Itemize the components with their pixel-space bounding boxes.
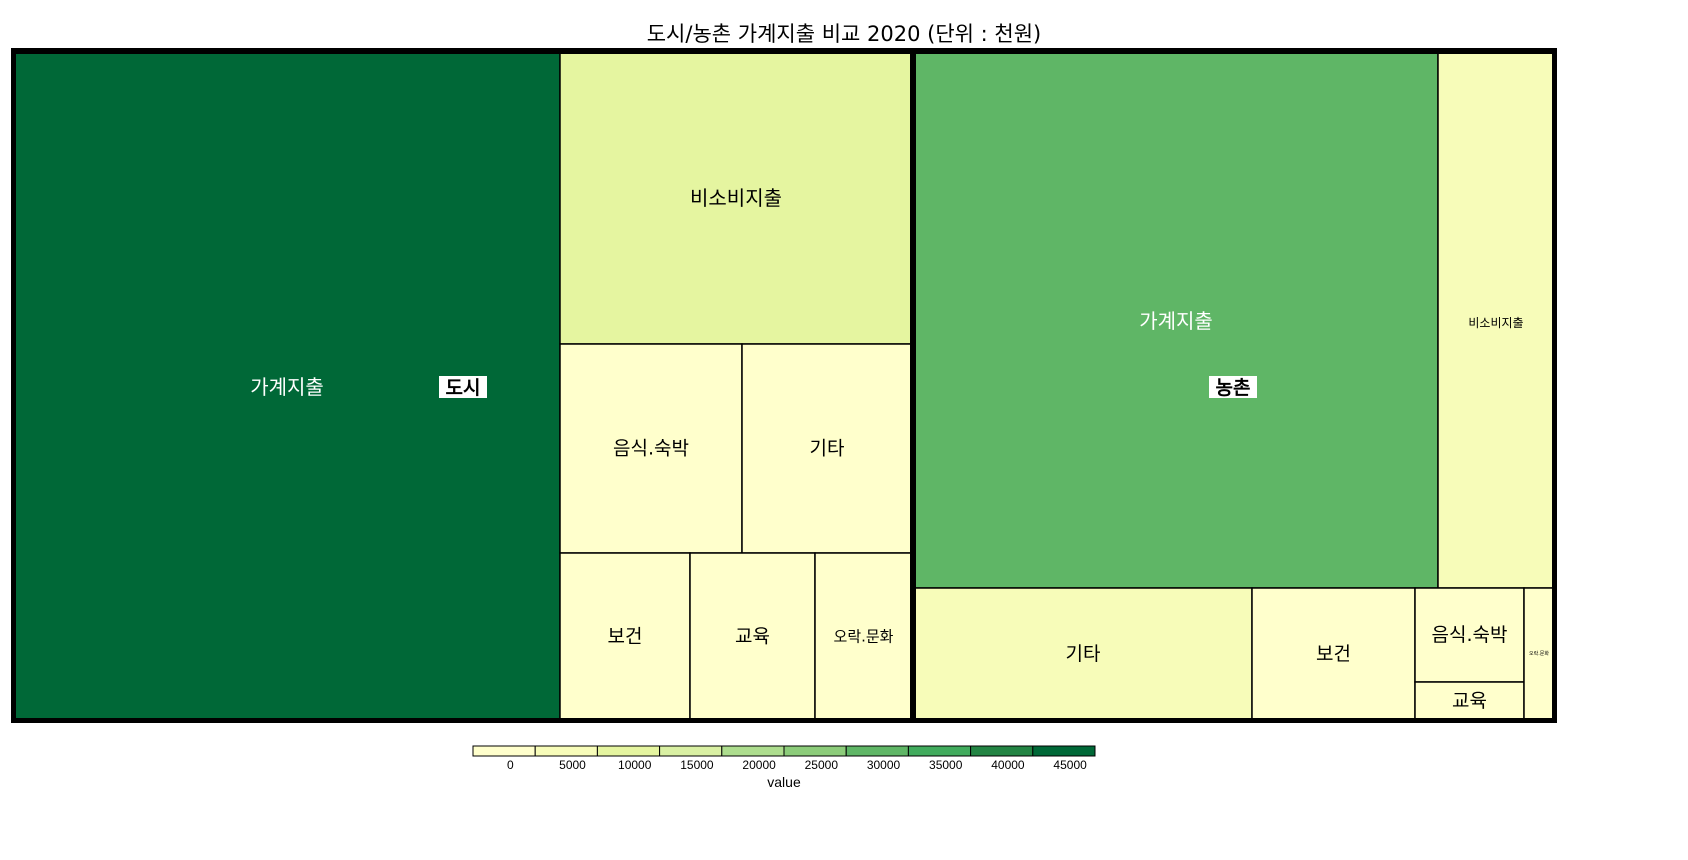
- legend-swatch: [907, 745, 972, 757]
- legend-tick-label: 5000: [559, 758, 586, 772]
- legend-swatch: [1032, 745, 1096, 757]
- tile-label: 비소비지출: [690, 186, 782, 210]
- legend-title: value: [767, 774, 801, 790]
- tile-농촌-교육: [1414, 681, 1525, 721]
- group-labels: 도시 농촌: [439, 376, 1257, 399]
- tile-농촌-가계지출: [913, 51, 1439, 589]
- legend-tick-label: 25000: [805, 758, 839, 772]
- group-label-bg: [1209, 376, 1257, 398]
- tile-label: 기타: [1066, 643, 1101, 665]
- tile-label: 오락.문화: [1529, 650, 1549, 657]
- group-borders: [11, 48, 1557, 723]
- legend-swatch: [845, 745, 909, 757]
- legend-swatch: [534, 745, 598, 757]
- tile-label: 가계지출: [1139, 309, 1213, 333]
- tile-label: 가계지출: [250, 375, 324, 399]
- tile-label: 음식.숙박: [1432, 624, 1508, 646]
- tile-농촌-기타: [913, 587, 1253, 721]
- legend-tick-label: 10000: [618, 758, 652, 772]
- tile-label: 교육: [1452, 690, 1487, 712]
- tile-label: 교육: [735, 626, 770, 648]
- legend-tick-label: 35000: [929, 758, 963, 772]
- legend-tick-label: 20000: [742, 758, 776, 772]
- tile-label: 보건: [608, 626, 643, 648]
- legend-swatch: [659, 745, 723, 757]
- tile-label: 기타: [810, 438, 845, 460]
- legend-swatch: [721, 745, 785, 757]
- tile-농촌-비소비지출: [1437, 51, 1555, 589]
- tile-label: 보건: [1316, 643, 1351, 665]
- tile-농촌-오락.문화: [1523, 587, 1555, 721]
- tile-label: 오락.문화: [834, 628, 894, 646]
- tile-도시-오락.문화: [814, 552, 913, 721]
- tile-농촌-음식.숙박: [1414, 587, 1525, 683]
- tile-label: 음식.숙박: [613, 438, 689, 460]
- color-legend: 0 5000 10000 15000 20000 25000 30000 35000 40000…: [472, 745, 1096, 790]
- legend-swatch: [970, 745, 1034, 757]
- legend-tick-label: 30000: [867, 758, 901, 772]
- legend-swatch: [472, 745, 536, 757]
- legend-swatch: [596, 745, 661, 757]
- legend-tick-label: 15000: [680, 758, 714, 772]
- chart-title: 도시/농촌 가계지출 비교 2020 (단위 : 천원): [646, 22, 1042, 46]
- legend-tick-label: 40000: [991, 758, 1025, 772]
- legend-swatch: [783, 745, 847, 757]
- group-label-도시: 도시: [446, 377, 481, 399]
- group-label-농촌: 농촌: [1216, 377, 1251, 399]
- group-label-bg: [439, 376, 487, 398]
- legend-tick-label: 0: [507, 758, 514, 772]
- tile-도시-음식.숙박: [559, 343, 743, 554]
- treemap-frame: [11, 48, 1557, 723]
- legend-tick-label: 45000: [1053, 758, 1087, 772]
- tile-label: 비소비지출: [1468, 316, 1523, 330]
- tile-도시-기타: [741, 343, 913, 554]
